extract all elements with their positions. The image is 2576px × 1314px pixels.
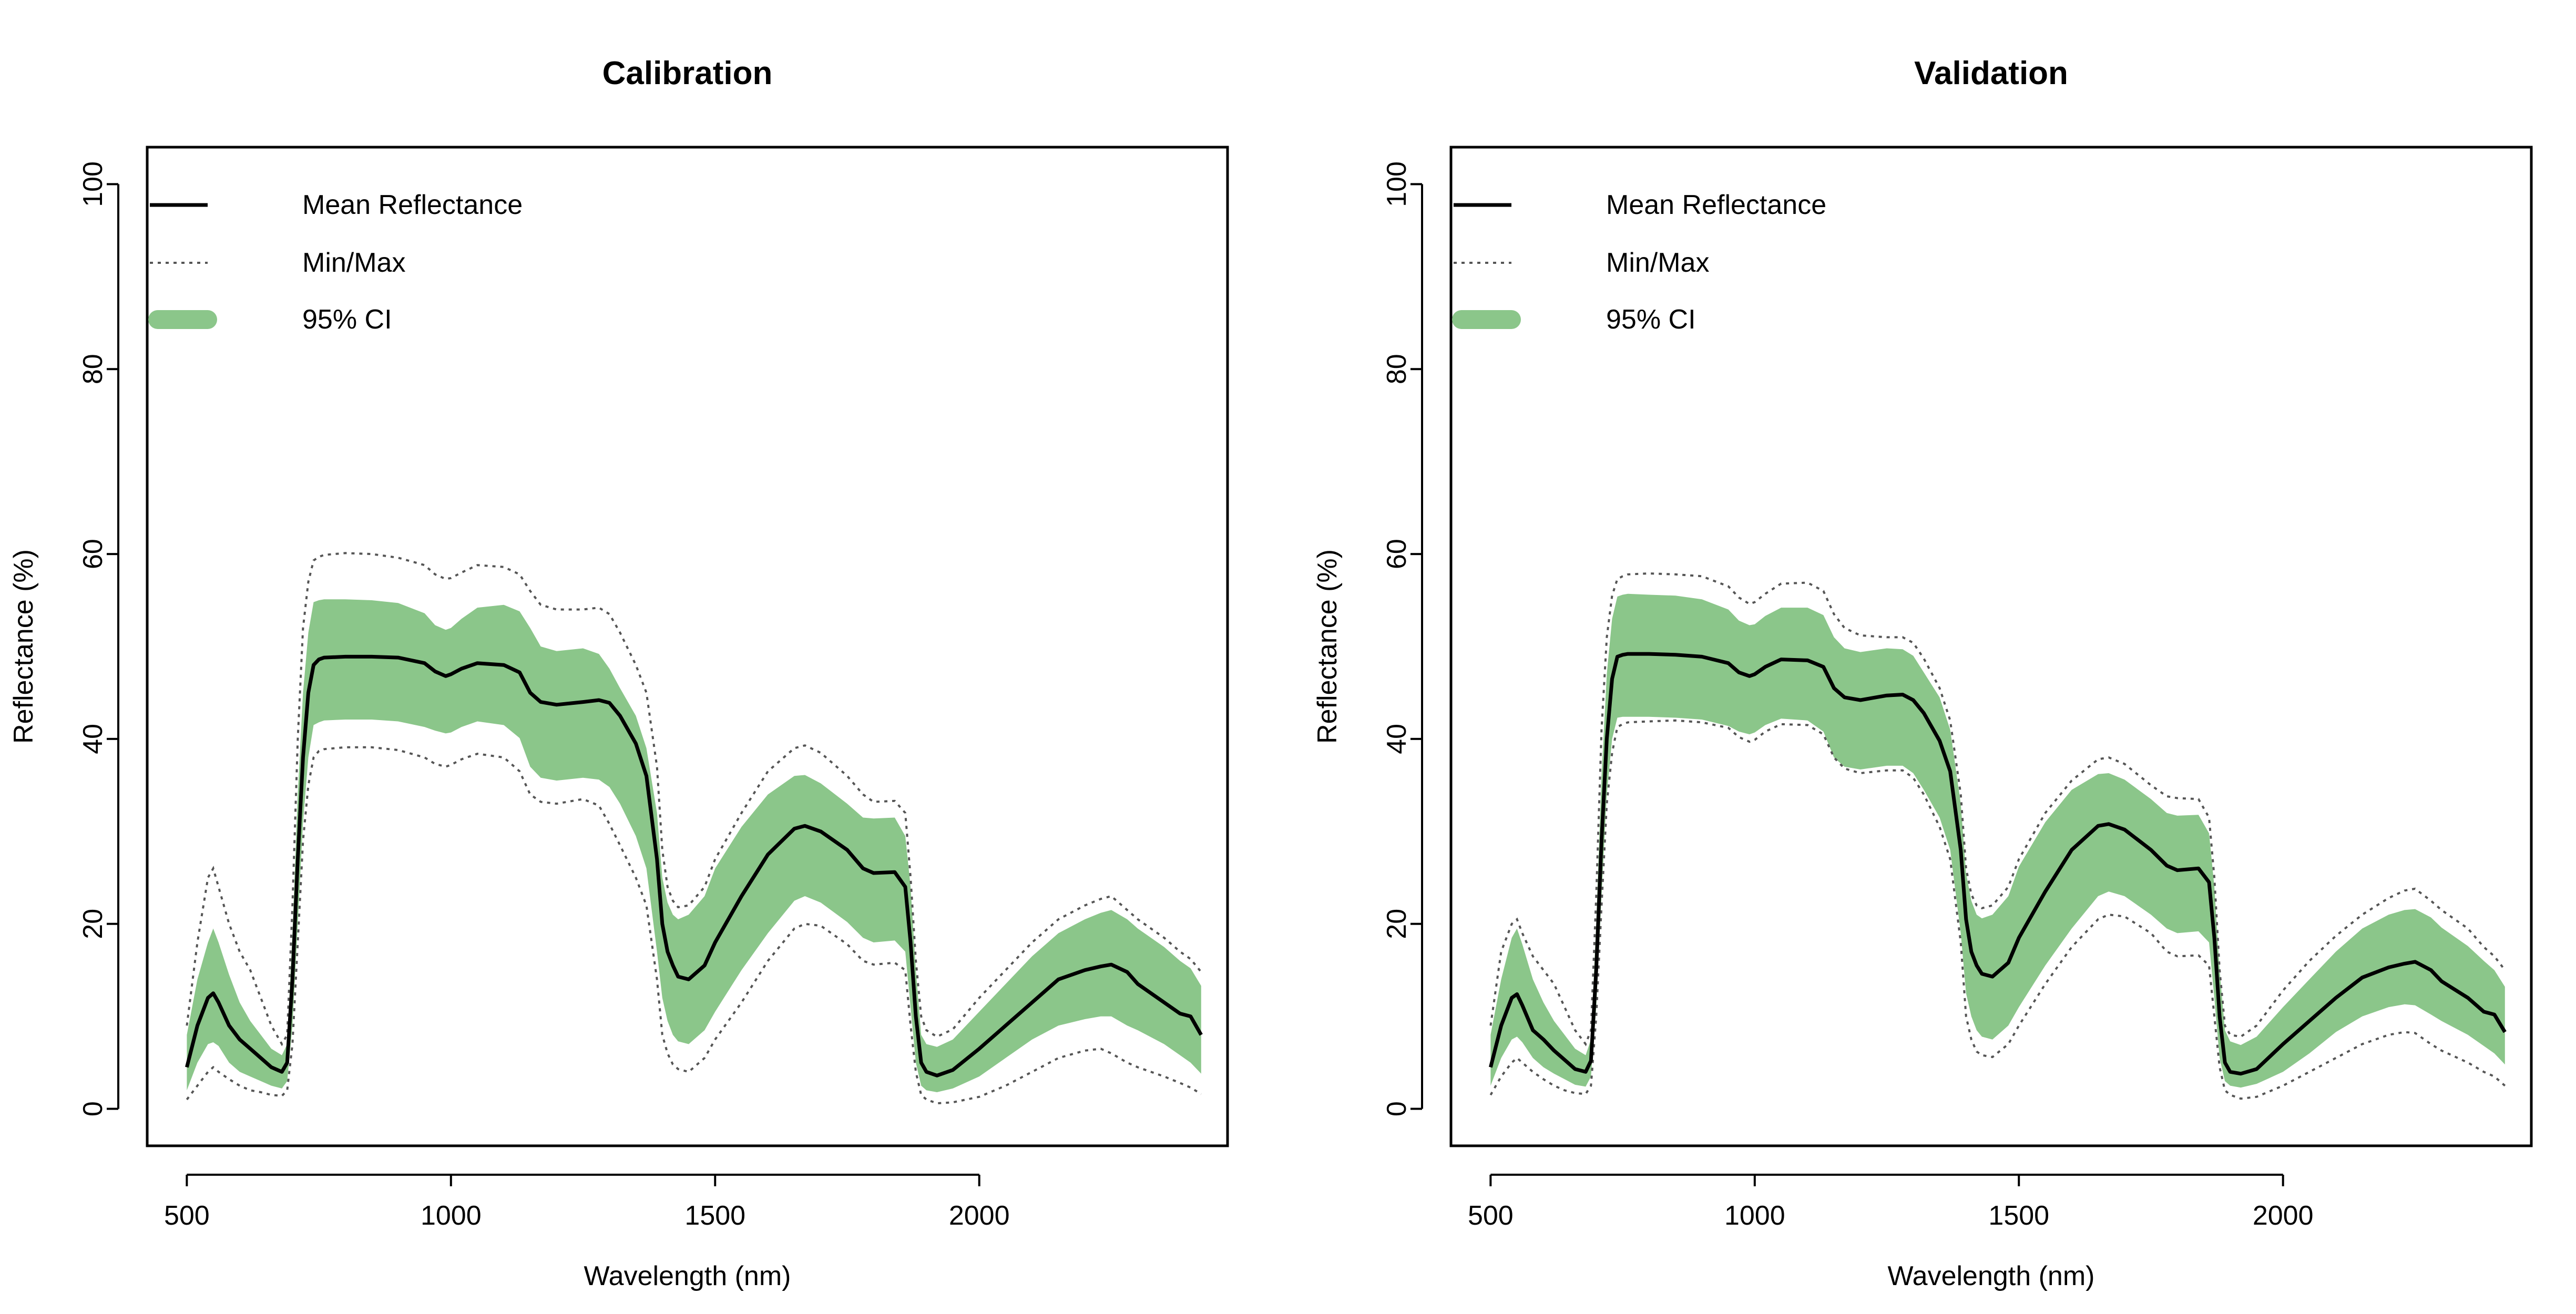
ci-band — [187, 599, 1201, 1092]
y-axis-label: Reflectance (%) — [1312, 549, 1343, 744]
y-tick-label: 40 — [1382, 724, 1412, 754]
x-axis-label: Wavelength (nm) — [584, 1261, 791, 1291]
legend: Mean Reflectance Min/Max 95% CI — [1452, 190, 1826, 335]
y-tick-label: 40 — [78, 724, 108, 754]
x-tick-label: 1000 — [421, 1200, 482, 1231]
x-tick-label: 500 — [1468, 1200, 1514, 1231]
legend: Mean Reflectance Min/Max 95% CI — [148, 190, 523, 335]
y-tick-label: 80 — [1382, 354, 1412, 384]
x-axis-label: Wavelength (nm) — [1888, 1261, 2095, 1291]
max-line — [1489, 572, 2506, 1046]
chart-title: Calibration — [602, 55, 773, 91]
y-tick-label: 0 — [78, 1101, 108, 1116]
y-tick-label: 20 — [1382, 909, 1412, 939]
legend-label: 95% CI — [302, 304, 392, 335]
x-tick-label: 2000 — [2253, 1200, 2314, 1231]
y-tick-label: 100 — [78, 161, 108, 207]
ci-band — [1490, 593, 2505, 1088]
x-tick-label: 1500 — [1988, 1200, 2049, 1231]
x-tick-label: 1000 — [1724, 1200, 1785, 1231]
y-tick-label: 20 — [78, 909, 108, 939]
y-axis-label: Reflectance (%) — [8, 549, 39, 744]
mean-line — [185, 654, 1203, 1077]
chart-title: Validation — [1914, 55, 2068, 91]
y-tick-label: 80 — [78, 354, 108, 384]
y-tick-label: 0 — [1382, 1101, 1412, 1116]
legend-label: Mean Reflectance — [1606, 190, 1826, 220]
y-tick-label: 60 — [1382, 539, 1412, 569]
plot-frame — [146, 146, 1229, 1147]
legend-label: Mean Reflectance — [302, 190, 523, 220]
y-tick-label: 100 — [1382, 161, 1412, 207]
legend-label: 95% CI — [1606, 304, 1696, 335]
x-tick-label: 1500 — [684, 1200, 745, 1231]
plot-frame — [1449, 146, 2533, 1147]
legend-label: Min/Max — [1606, 248, 1709, 278]
x-tick-label: 500 — [164, 1200, 210, 1231]
min-line — [1489, 719, 2506, 1100]
legend-label: Min/Max — [302, 248, 405, 278]
mean-line — [1489, 652, 2507, 1076]
y-tick-label: 60 — [78, 539, 108, 569]
min-line — [186, 746, 1202, 1105]
x-tick-label: 2000 — [949, 1200, 1010, 1231]
